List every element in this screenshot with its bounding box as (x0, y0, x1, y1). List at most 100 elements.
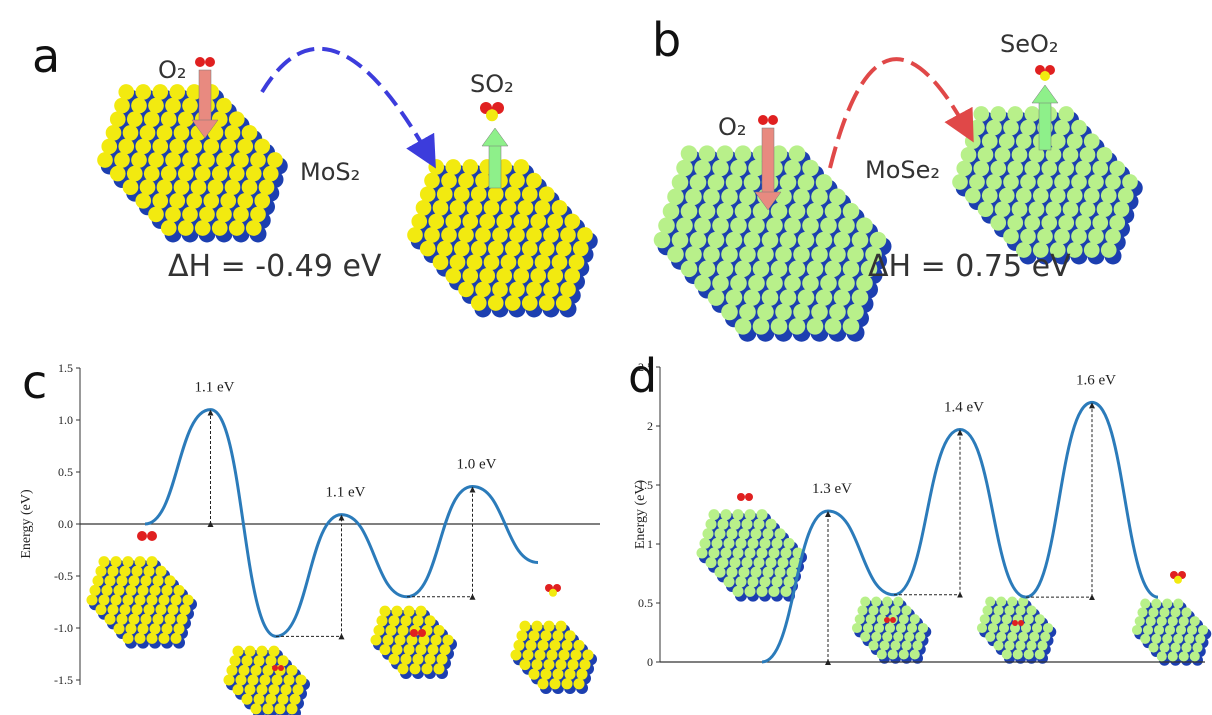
atom (140, 575, 152, 587)
atom (768, 547, 780, 559)
atom (1020, 119, 1036, 136)
atom (802, 217, 819, 234)
atom (516, 630, 528, 642)
atom (838, 217, 855, 234)
atom (441, 227, 457, 243)
atom (762, 566, 774, 578)
atom (1042, 622, 1054, 634)
atom (1186, 624, 1198, 636)
atom (876, 649, 887, 660)
atom (1020, 228, 1036, 245)
atom (203, 138, 220, 155)
enthalpy-value: -0.49 eV (255, 249, 382, 284)
reactant-label: O₂ (158, 56, 187, 84)
atom (1088, 174, 1104, 190)
atom (400, 615, 412, 627)
atom (734, 318, 752, 335)
atom (806, 260, 824, 278)
atom (717, 518, 729, 530)
atom (735, 537, 747, 549)
atom (504, 186, 521, 203)
atom (487, 186, 504, 203)
atom (788, 202, 806, 220)
atom (176, 613, 188, 625)
atom (1034, 649, 1045, 660)
atom (286, 664, 298, 676)
atom (1178, 651, 1189, 662)
atom (1167, 616, 1178, 627)
atom (549, 639, 561, 651)
atom (160, 165, 177, 182)
atom (382, 634, 394, 646)
atom (547, 213, 564, 230)
atom (412, 615, 424, 627)
atom (445, 213, 462, 230)
atom (1140, 633, 1151, 644)
atom (379, 605, 391, 617)
atom (1189, 616, 1200, 627)
atom (194, 165, 211, 182)
atom (517, 199, 534, 216)
atom (1037, 640, 1048, 651)
atom (1159, 607, 1170, 618)
atom (223, 674, 235, 686)
atom (842, 318, 860, 335)
cluster (851, 596, 932, 664)
atom (725, 174, 743, 191)
atom (432, 199, 449, 216)
atom (137, 623, 149, 635)
cluster (510, 620, 597, 694)
atom (277, 693, 289, 705)
panel-letter: c (22, 355, 47, 409)
atom (815, 289, 833, 306)
atom (743, 289, 761, 306)
atom (979, 614, 990, 625)
atom (990, 214, 1007, 231)
atom (428, 213, 445, 230)
atom (531, 659, 543, 671)
atom (164, 613, 176, 625)
atom (521, 186, 538, 203)
atom (560, 281, 576, 298)
arrow-head (754, 191, 782, 211)
y-tick-label: 0.0 (58, 517, 73, 531)
atom (756, 509, 768, 521)
atom (994, 201, 1011, 218)
atom (537, 639, 549, 651)
atom (466, 254, 483, 271)
atom (419, 240, 436, 257)
cluster (696, 509, 807, 602)
atom (721, 188, 738, 206)
atom (1153, 624, 1165, 636)
atom (500, 199, 517, 216)
atom (146, 556, 158, 568)
cluster (370, 605, 457, 679)
atom (676, 217, 693, 234)
atom (698, 145, 716, 162)
atom (432, 254, 449, 271)
atom (534, 254, 551, 271)
atom (534, 199, 551, 216)
atom (199, 206, 215, 223)
atom (411, 213, 428, 230)
atom (725, 231, 743, 249)
atom (131, 97, 147, 114)
atom (528, 668, 540, 680)
atom (757, 303, 774, 321)
atom (143, 111, 160, 128)
atom (525, 639, 537, 651)
atom (388, 653, 400, 665)
atom (716, 202, 734, 220)
atom (1018, 631, 1029, 642)
atom (479, 213, 496, 230)
atom (779, 174, 797, 191)
atom (564, 630, 576, 642)
atom (410, 629, 418, 637)
atom (496, 213, 513, 230)
atom (1058, 106, 1075, 122)
enthalpy: ΔH = -0.49 eV (168, 249, 382, 284)
atom (134, 594, 146, 606)
atom (391, 644, 403, 656)
atom (730, 274, 747, 292)
cluster (952, 106, 1143, 265)
